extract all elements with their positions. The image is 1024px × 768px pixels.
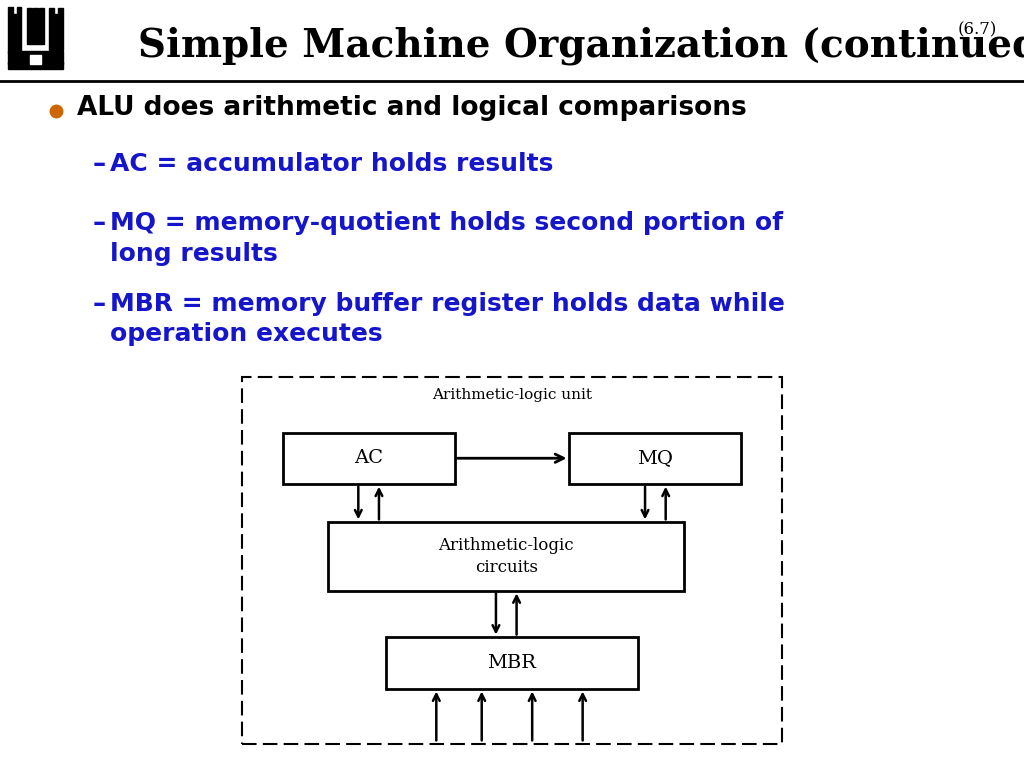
Bar <box>8 51 62 64</box>
Text: MBR = memory buffer register holds data while
operation executes: MBR = memory buffer register holds data … <box>110 292 784 346</box>
Text: (6.7): (6.7) <box>957 22 996 38</box>
Text: –: – <box>92 292 105 318</box>
Text: –: – <box>92 211 105 237</box>
Text: MQ = memory-quotient holds second portion of
long results: MQ = memory-quotient holds second portio… <box>110 211 782 266</box>
Text: Arithmetic-logic unit: Arithmetic-logic unit <box>432 388 592 402</box>
Bar <box>329 522 684 591</box>
Bar <box>31 55 41 64</box>
Bar <box>8 62 62 69</box>
Bar <box>569 432 741 484</box>
Text: MQ: MQ <box>637 449 674 467</box>
Bar <box>8 14 22 52</box>
Text: AC: AC <box>354 449 383 467</box>
Bar <box>49 8 54 14</box>
Bar <box>39 8 44 14</box>
Text: Arithmetic-logic
circuits: Arithmetic-logic circuits <box>438 537 574 576</box>
Bar <box>58 8 62 14</box>
Text: –: – <box>92 152 105 178</box>
Bar <box>33 8 38 14</box>
Bar <box>283 432 455 484</box>
Text: ALU does arithmetic and logical comparisons: ALU does arithmetic and logical comparis… <box>77 94 746 121</box>
Bar <box>28 8 32 14</box>
Text: MBR: MBR <box>487 654 537 672</box>
Bar <box>49 14 62 50</box>
Text: Simple Machine Organization (continued): Simple Machine Organization (continued) <box>138 27 1024 65</box>
Bar <box>28 14 44 45</box>
Bar <box>8 7 12 14</box>
Bar <box>17 7 22 14</box>
Bar <box>386 637 638 689</box>
Text: AC = accumulator holds results: AC = accumulator holds results <box>110 152 553 176</box>
